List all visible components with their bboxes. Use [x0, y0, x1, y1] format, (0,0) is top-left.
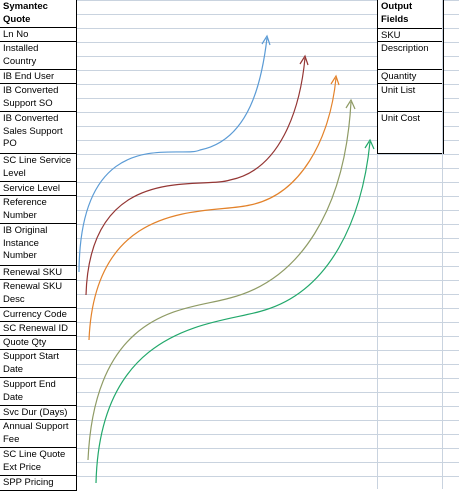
arrow-renewal-sku-desc-to-description	[85, 54, 309, 296]
output-field-description: Description	[378, 42, 442, 70]
quote-field-sc-line-service-level: SC Line Service Level	[0, 154, 76, 182]
quote-field-installed-country: Installed Country	[0, 42, 76, 70]
quote-field-svc-dur-days: Svc Dur (Days)	[0, 406, 76, 420]
quote-field-annual-support-fee: Annual Support Fee	[0, 420, 76, 448]
column-divider	[442, 0, 443, 489]
quote-field-service-level: Service Level	[0, 182, 76, 196]
quote-field-ib-original-instance-number: IB Original Instance Number	[0, 224, 76, 266]
output-field-sku: SKU	[378, 28, 442, 42]
arrow-renewal-sku-to-sku	[78, 34, 271, 273]
quote-field-ib-end-user: IB End User	[0, 70, 76, 84]
arrow-annual-support-fee-to-unit-list	[87, 98, 356, 461]
quote-field-support-start-date: Support Start Date	[0, 350, 76, 378]
quote-field-sc-renewal-id: SC Renewal ID	[0, 322, 76, 336]
output-field-unit-list: Unit List	[378, 84, 442, 112]
quote-field-quote-qty: Quote Qty	[0, 336, 76, 350]
quote-field-renewal-sku: Renewal SKU	[0, 266, 76, 280]
quote-field-reference-number: Reference Number	[0, 196, 76, 224]
quote-field-renewal-sku-desc: Renewal SKU Desc	[0, 280, 76, 308]
arrow-quote-qty-to-quantity	[88, 74, 340, 341]
output-field-unit-cost: Unit Cost	[378, 112, 442, 154]
quote-field-support-end-date: Support End Date	[0, 378, 76, 406]
output-field-quantity: Quantity	[378, 70, 442, 84]
quote-field-ib-converted-support-so: IB Converted Support SO	[0, 84, 76, 112]
column-divider	[377, 0, 378, 489]
arrow-spp-pricing-to-unit-cost	[95, 138, 375, 484]
output-fields-header: Output Fields	[378, 0, 442, 28]
symantec-quote-table: Symantec Quote Ln No Installed Country I…	[0, 0, 77, 491]
quote-field-ib-converted-sales-support-po: IB Converted Sales Support PO	[0, 112, 76, 154]
quote-field-ln-no: Ln No	[0, 28, 76, 42]
symantec-quote-header: Symantec Quote	[0, 0, 76, 28]
quote-field-sc-line-quote-ext-price: SC Line Quote Ext Price	[0, 448, 76, 476]
output-fields-table: Output Fields SKU Description Quantity U…	[377, 0, 444, 154]
quote-field-currency-code: Currency Code	[0, 308, 76, 322]
